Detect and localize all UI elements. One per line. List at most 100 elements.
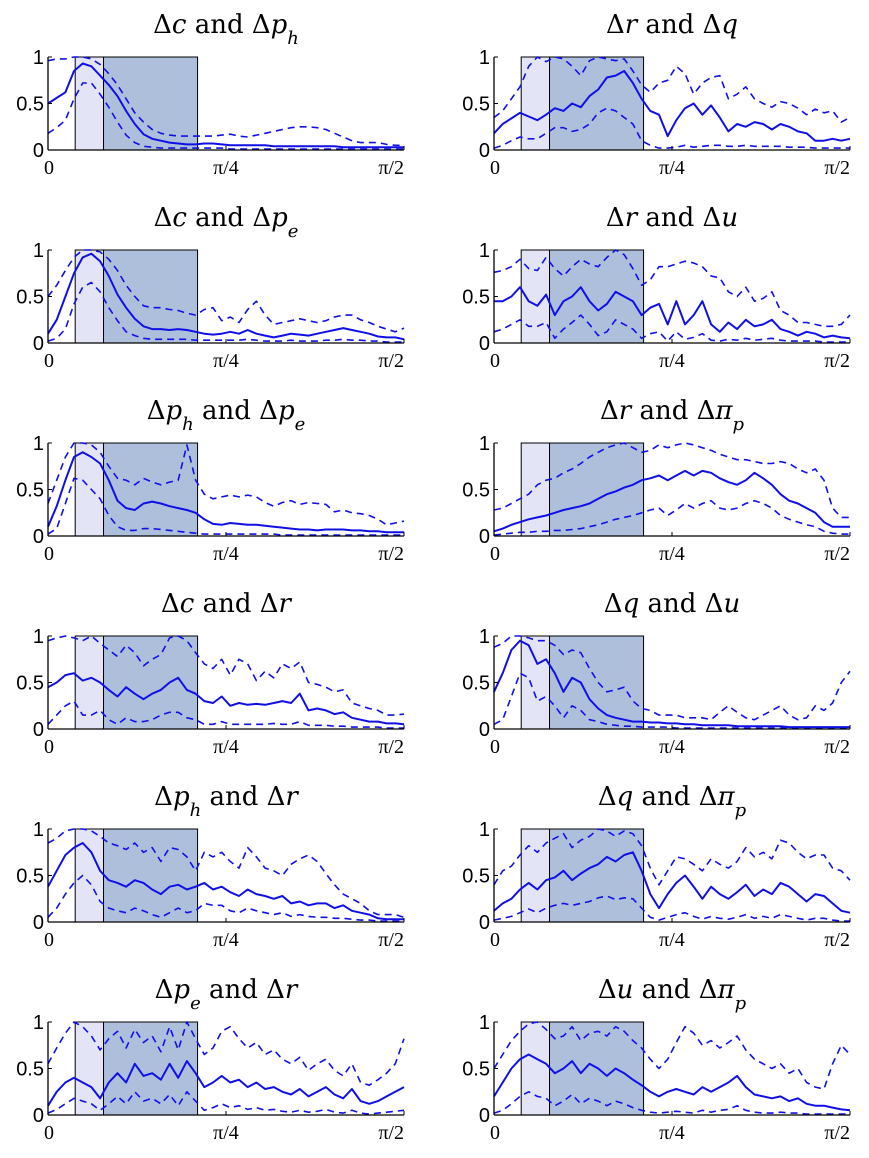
chart-title: Δr and Δq bbox=[606, 10, 738, 40]
x-tick-label: π/2 bbox=[378, 1122, 404, 1144]
band-dark bbox=[103, 442, 199, 537]
chart-svg: Δc and Δph 0 0.5 1 0 π/4 π/2 bbox=[16, 10, 405, 179]
series-lower-line bbox=[493, 314, 850, 343]
x-tick-label: π/2 bbox=[824, 157, 850, 179]
y-tick-label: 0.5 bbox=[462, 866, 490, 888]
x-tick-label: π/4 bbox=[659, 157, 685, 179]
chart-svg: Δph and Δr 0 0.5 1 0 π/4 π/2 bbox=[16, 782, 405, 951]
series-estimate-line bbox=[47, 252, 405, 341]
chart-panel: Δq and Δπp 0 0.5 1 0 π/4 π/2 bbox=[446, 772, 866, 962]
chart-panel: Δq and Δu 0 0.5 1 0 π/4 π/2 bbox=[446, 579, 866, 769]
y-tick-label: 0.5 bbox=[462, 1059, 490, 1081]
x-tick-label: π/2 bbox=[378, 350, 404, 372]
chart-panel: Δr and Δπp 0 0.5 1 0 π/4 π/2 bbox=[446, 386, 866, 576]
series-upper-line bbox=[47, 442, 405, 526]
y-tick-label: 0.5 bbox=[16, 480, 44, 502]
y-tick-label: 1 bbox=[479, 819, 490, 841]
band-dark bbox=[103, 828, 199, 923]
band-dark bbox=[103, 56, 199, 151]
chart-title: Δc and Δpe bbox=[154, 203, 299, 242]
x-tick-label: 0 bbox=[490, 157, 500, 179]
x-tick-label: 0 bbox=[44, 350, 54, 372]
series-upper-line bbox=[493, 1021, 851, 1090]
series-upper-line bbox=[493, 635, 851, 721]
chart-panel: Δr and Δu 0 0.5 1 0 π/4 π/2 bbox=[446, 193, 866, 383]
chart-title: Δr and Δu bbox=[606, 203, 738, 233]
chart-panel: Δpe and Δr 0 0.5 1 0 π/4 π/2 bbox=[0, 965, 420, 1155]
chart-svg: Δc and Δpe 0 0.5 1 0 π/4 π/2 bbox=[16, 203, 405, 372]
band-dark bbox=[549, 56, 645, 151]
y-tick-label: 0 bbox=[479, 719, 490, 741]
x-tick-label: π/2 bbox=[378, 736, 404, 758]
series-lower-line bbox=[47, 874, 404, 922]
chart-title: Δpe and Δr bbox=[155, 975, 299, 1014]
series-estimate-line bbox=[47, 1060, 405, 1107]
chart-panel: Δc and Δph 0 0.5 1 0 π/4 π/2 bbox=[0, 0, 420, 190]
y-tick-label: 0 bbox=[33, 333, 44, 355]
chart-svg: Δr and Δu 0 0.5 1 0 π/4 π/2 bbox=[462, 203, 851, 372]
x-tick-label: π/4 bbox=[659, 736, 685, 758]
x-tick-label: π/4 bbox=[213, 157, 239, 179]
series-upper-line bbox=[47, 828, 405, 919]
y-tick-label: 0.5 bbox=[16, 1059, 44, 1081]
chart-svg: Δc and Δr 0 0.5 1 0 π/4 π/2 bbox=[16, 589, 405, 758]
series-estimate-line bbox=[493, 851, 851, 914]
x-tick-label: 0 bbox=[44, 929, 54, 951]
band-light bbox=[74, 1021, 105, 1116]
chart-title: Δq and Δu bbox=[604, 589, 740, 619]
band-light bbox=[74, 56, 105, 151]
chart-svg: Δr and Δπp 0 0.5 1 0 π/4 π/2 bbox=[462, 396, 851, 565]
x-tick-label: π/2 bbox=[378, 157, 404, 179]
y-tick-label: 1 bbox=[33, 47, 44, 69]
series-upper-line bbox=[47, 56, 404, 147]
band-light bbox=[520, 56, 551, 151]
y-tick-label: 0 bbox=[479, 333, 490, 355]
chart-title: Δph and Δr bbox=[154, 782, 299, 821]
x-tick-label: π/4 bbox=[213, 929, 239, 951]
series-upper-line bbox=[47, 249, 405, 333]
y-tick-label: 0.5 bbox=[16, 94, 44, 116]
y-tick-label: 0.5 bbox=[16, 673, 44, 695]
series-estimate-line bbox=[493, 70, 851, 142]
chart-title: Δu and Δπp bbox=[598, 975, 747, 1014]
x-tick-label: π/2 bbox=[824, 736, 850, 758]
x-tick-label: 0 bbox=[44, 1122, 54, 1144]
series-lower-line bbox=[493, 895, 850, 922]
chart-panel: Δph and Δpe 0 0.5 1 0 π/4 π/2 bbox=[0, 386, 420, 576]
band-light bbox=[74, 828, 105, 923]
x-tick-label: π/2 bbox=[824, 929, 850, 951]
y-tick-label: 1 bbox=[479, 47, 490, 69]
series-estimate-line bbox=[47, 842, 404, 921]
y-tick-label: 1 bbox=[33, 240, 44, 262]
x-tick-label: 0 bbox=[44, 543, 54, 565]
y-tick-label: 0 bbox=[479, 140, 490, 162]
y-tick-label: 1 bbox=[479, 1012, 490, 1034]
chart-panel: Δc and Δpe 0 0.5 1 0 π/4 π/2 bbox=[0, 193, 420, 383]
y-tick-label: 0.5 bbox=[462, 94, 490, 116]
y-tick-label: 1 bbox=[33, 626, 44, 648]
y-tick-label: 1 bbox=[479, 433, 490, 455]
series-estimate-line bbox=[494, 286, 851, 340]
x-tick-label: π/4 bbox=[213, 543, 239, 565]
chart-svg: Δq and Δu 0 0.5 1 0 π/4 π/2 bbox=[462, 589, 851, 758]
series-estimate-line bbox=[493, 1053, 851, 1112]
band-light bbox=[520, 1021, 551, 1116]
band-dark bbox=[549, 442, 645, 537]
y-tick-label: 1 bbox=[479, 626, 490, 648]
series-lower-line bbox=[493, 1091, 850, 1115]
x-tick-label: 0 bbox=[490, 929, 500, 951]
band-dark bbox=[549, 635, 645, 730]
y-tick-label: 0 bbox=[479, 1105, 490, 1127]
x-tick-label: 0 bbox=[490, 736, 500, 758]
y-tick-label: 0.5 bbox=[16, 287, 44, 309]
series-lower-line bbox=[47, 700, 404, 729]
y-tick-label: 0 bbox=[33, 526, 44, 548]
y-tick-label: 0.5 bbox=[462, 673, 490, 695]
y-tick-label: 1 bbox=[33, 1012, 44, 1034]
chart-svg: Δr and Δq 0 0.5 1 0 π/4 π/2 bbox=[462, 10, 851, 179]
x-tick-label: 0 bbox=[490, 543, 500, 565]
series-estimate-line bbox=[47, 672, 405, 726]
y-tick-label: 0 bbox=[479, 526, 490, 548]
band-dark bbox=[103, 635, 199, 730]
